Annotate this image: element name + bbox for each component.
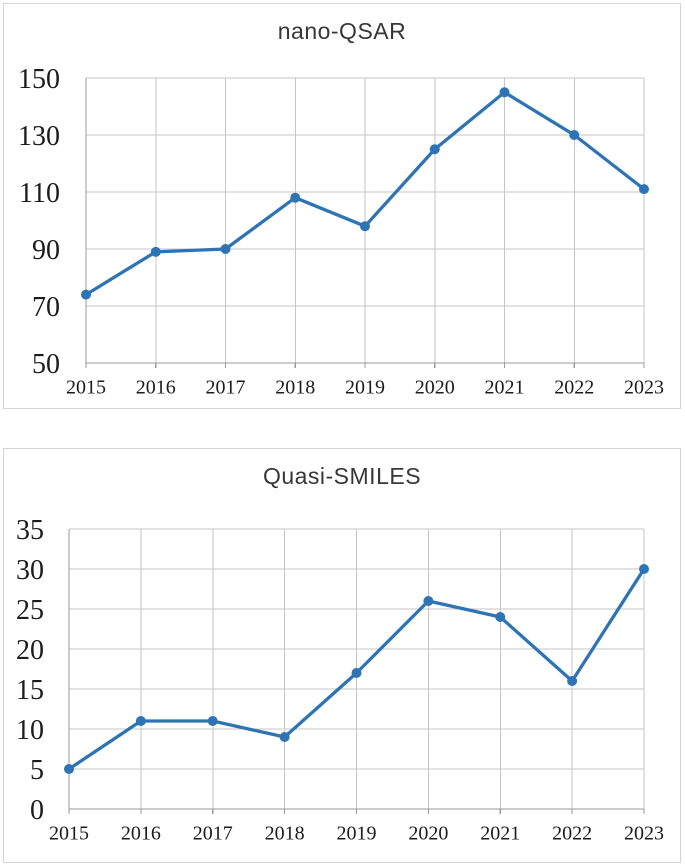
x-tick-label-2019: 2019 bbox=[337, 823, 377, 845]
y-tick-label: 15 bbox=[16, 675, 44, 706]
chart-title-nano-qsar: nano-QSAR bbox=[277, 18, 407, 44]
x-tick-label-2018: 2018 bbox=[275, 377, 315, 399]
y-tick-label: 5 bbox=[30, 755, 44, 786]
data-point-2018 bbox=[290, 192, 301, 203]
data-point-2017 bbox=[220, 244, 231, 254]
x-tick-label-2019: 2019 bbox=[345, 377, 385, 399]
data-point-2023 bbox=[639, 564, 649, 574]
y-tick-label: 70 bbox=[32, 292, 60, 323]
line-chart-nano-qsar: 50 70 90 110 130 150 2015 2016 2017 2018 2019 2020 2… bbox=[18, 64, 664, 399]
data-point-2021 bbox=[495, 612, 506, 622]
y-tick-label: 110 bbox=[19, 178, 60, 209]
chart-title-quasi-smiles: Quasi-SMILES bbox=[262, 463, 422, 489]
x-tick-label-2015: 2015 bbox=[66, 377, 106, 399]
y-tick-label: 50 bbox=[32, 349, 60, 380]
x-tick-label-2021: 2021 bbox=[480, 823, 520, 845]
x-tick-label-2016: 2016 bbox=[121, 823, 161, 845]
data-point-2015 bbox=[81, 289, 91, 300]
data-point-2020 bbox=[423, 596, 434, 606]
y-tick-label: 30 bbox=[16, 555, 44, 586]
line-chart-quasi-smiles: 0 5 10 15 20 25 30 35 2015 2016 2017 2018 2019 2020 20… bbox=[16, 515, 664, 845]
y-tick-label: 35 bbox=[16, 515, 44, 546]
data-point-2018 bbox=[279, 732, 290, 742]
data-point-2019 bbox=[360, 221, 370, 232]
y-tick-label: 20 bbox=[16, 635, 44, 666]
chart-panel-nano-qsar: nano-QSAR 50 70 90 110 130 150 2015 2016 2017 201… bbox=[3, 3, 681, 409]
x-tick-label-2017: 2017 bbox=[206, 377, 246, 399]
y-tick-label: 90 bbox=[32, 235, 60, 266]
data-point-2016 bbox=[150, 246, 161, 257]
x-tick-label-2020: 2020 bbox=[415, 377, 455, 399]
x-tick-label-2016: 2016 bbox=[136, 377, 176, 399]
y-tick-label: 130 bbox=[18, 121, 60, 152]
data-point-2023 bbox=[639, 184, 649, 195]
x-tick-label-2018: 2018 bbox=[265, 823, 305, 845]
x-tick-label-2015: 2015 bbox=[49, 823, 89, 845]
x-tick-label-2020: 2020 bbox=[408, 823, 448, 845]
x-tick-label-2023: 2023 bbox=[624, 377, 664, 399]
data-point-2022 bbox=[567, 676, 578, 686]
data-point-2015 bbox=[64, 764, 74, 774]
y-tick-label: 0 bbox=[30, 795, 44, 826]
data-point-2021 bbox=[499, 87, 510, 98]
data-point-2019 bbox=[351, 668, 362, 678]
x-tick-label-2017: 2017 bbox=[193, 823, 233, 845]
data-point-2022 bbox=[569, 130, 580, 140]
y-tick-label: 150 bbox=[18, 64, 60, 95]
x-tick-label-2022: 2022 bbox=[552, 823, 592, 845]
data-point-2016 bbox=[135, 716, 146, 726]
data-point-2020 bbox=[429, 144, 440, 155]
x-tick-label-2023: 2023 bbox=[624, 823, 664, 845]
data-point-2017 bbox=[207, 716, 218, 726]
x-tick-label-2022: 2022 bbox=[554, 377, 594, 399]
y-tick-label: 25 bbox=[16, 595, 44, 626]
chart-panel-quasi-smiles: Quasi-SMILES 0 5 10 15 20 25 30 35 2015 2016 2017 2… bbox=[3, 448, 681, 863]
x-tick-label-2021: 2021 bbox=[485, 377, 525, 399]
y-tick-label: 10 bbox=[16, 715, 44, 746]
